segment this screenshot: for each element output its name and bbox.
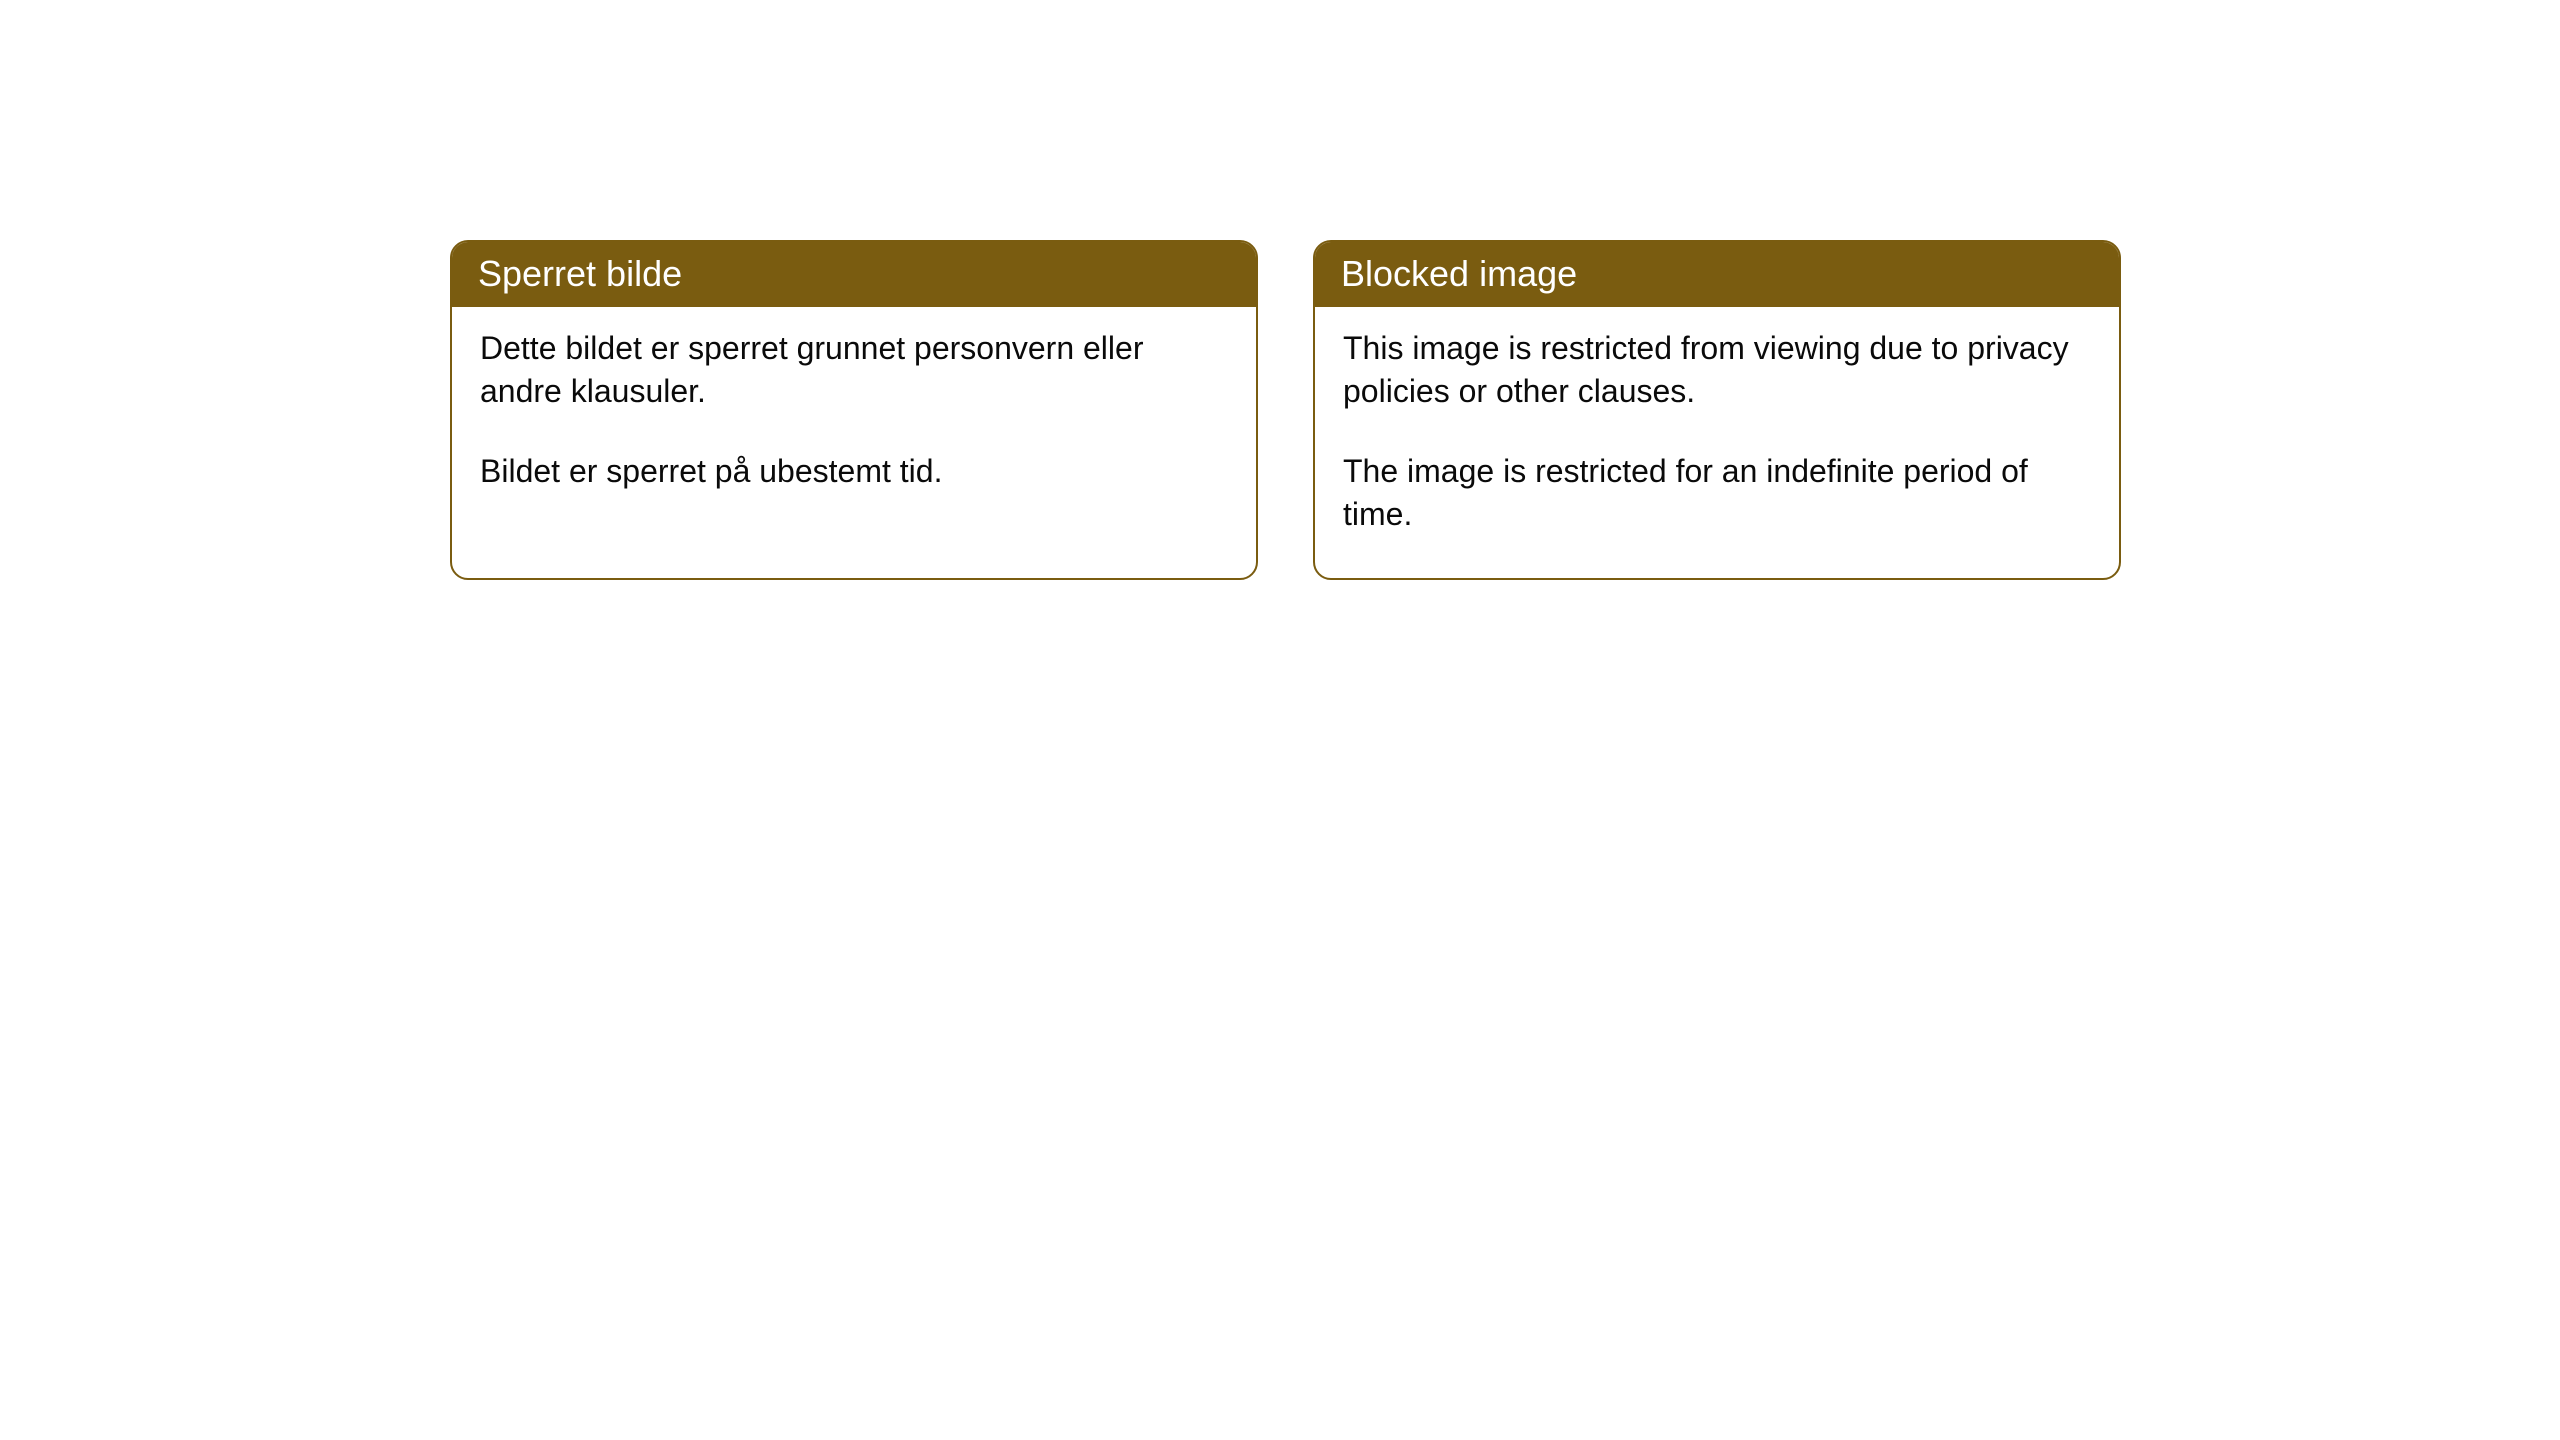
notice-paragraph-2-english: The image is restricted for an indefinit… [1343, 450, 2091, 536]
notice-body-english: This image is restricted from viewing du… [1315, 307, 2119, 578]
notice-card-english: Blocked image This image is restricted f… [1313, 240, 2121, 580]
notice-header-english: Blocked image [1315, 242, 2119, 307]
notice-body-norwegian: Dette bildet er sperret grunnet personve… [452, 307, 1256, 535]
notice-container: Sperret bilde Dette bildet er sperret gr… [450, 240, 2560, 580]
notice-card-norwegian: Sperret bilde Dette bildet er sperret gr… [450, 240, 1258, 580]
notice-paragraph-2-norwegian: Bildet er sperret på ubestemt tid. [480, 450, 1228, 493]
notice-header-norwegian: Sperret bilde [452, 242, 1256, 307]
notice-paragraph-1-norwegian: Dette bildet er sperret grunnet personve… [480, 327, 1228, 413]
notice-paragraph-1-english: This image is restricted from viewing du… [1343, 327, 2091, 413]
